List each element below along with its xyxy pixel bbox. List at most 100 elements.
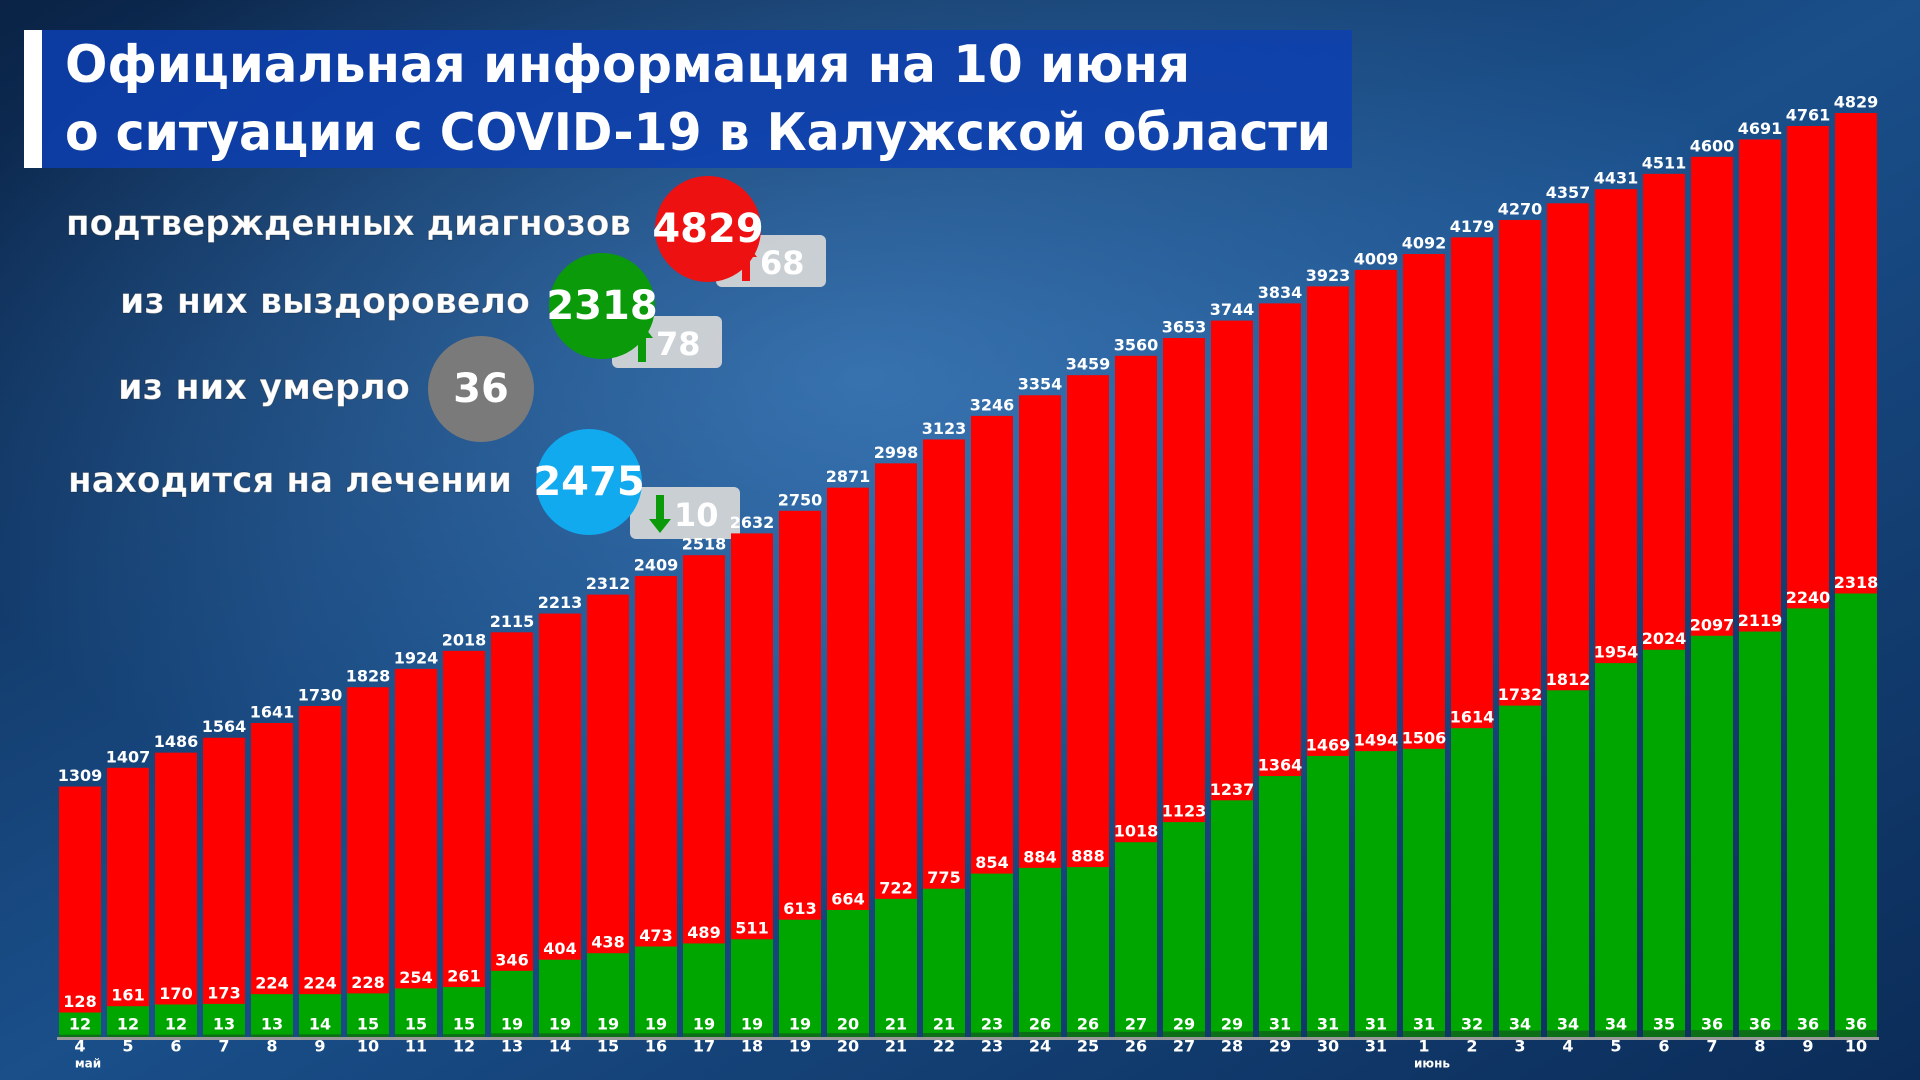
bar xyxy=(779,1033,821,1037)
bar xyxy=(347,687,389,1037)
x-tick-label: 6 xyxy=(170,1037,181,1056)
bar xyxy=(875,898,917,1037)
x-tick-label: 10 xyxy=(1845,1037,1867,1056)
x-tick-label: 14 xyxy=(549,1037,571,1056)
value-label: 1494 xyxy=(1354,731,1399,750)
value-label: 2318 xyxy=(1834,573,1879,592)
x-tick-label: 16 xyxy=(645,1037,667,1056)
bar xyxy=(731,939,773,1037)
summary-label: находится на лечении xyxy=(68,460,512,501)
bar xyxy=(203,737,245,1037)
bar xyxy=(731,1033,773,1037)
value-label: 1812 xyxy=(1546,670,1591,689)
value-label: 21 xyxy=(933,1015,955,1034)
bar xyxy=(1643,649,1685,1037)
x-tick-label: 1 xyxy=(1418,1037,1429,1056)
value-label: 31 xyxy=(1413,1015,1435,1034)
value-label: 19 xyxy=(693,1015,715,1034)
value-label: 4179 xyxy=(1450,217,1495,236)
x-tick-label: 4 xyxy=(74,1037,85,1056)
value-label: 511 xyxy=(735,919,768,938)
value-label: 4357 xyxy=(1546,183,1591,202)
value-label: 29 xyxy=(1173,1015,1195,1034)
x-tick-label: 8 xyxy=(266,1037,277,1056)
change-value: 78 xyxy=(656,325,701,363)
value-label: 19 xyxy=(741,1015,763,1034)
value-label: 2871 xyxy=(826,467,871,486)
bar xyxy=(155,752,197,1037)
bar xyxy=(1403,748,1445,1037)
bar xyxy=(1403,1031,1445,1037)
value-label: 4829 xyxy=(1834,93,1879,112)
x-tick-label: 9 xyxy=(314,1037,325,1056)
bar xyxy=(251,1034,293,1037)
bar xyxy=(1307,1031,1349,1037)
bar xyxy=(491,632,533,1037)
bar xyxy=(587,953,629,1037)
summary-value: 4829 xyxy=(652,206,763,252)
x-tick-label: 2 xyxy=(1466,1037,1477,1056)
value-label: 31 xyxy=(1269,1015,1291,1034)
bar xyxy=(1451,1030,1493,1037)
value-label: 1486 xyxy=(154,732,199,751)
value-circle xyxy=(655,176,761,282)
value-label: 2409 xyxy=(634,556,679,575)
value-label: 13 xyxy=(213,1015,235,1034)
bar xyxy=(59,786,101,1037)
value-label: 1237 xyxy=(1210,780,1255,799)
value-label: 34 xyxy=(1509,1015,1531,1034)
bar xyxy=(923,888,965,1037)
value-label: 4270 xyxy=(1498,199,1543,218)
month-label: июнь xyxy=(1414,1057,1450,1071)
value-label: 2213 xyxy=(538,593,583,612)
bar xyxy=(875,1032,917,1037)
value-label: 2632 xyxy=(730,513,775,532)
bar xyxy=(1643,1030,1685,1037)
bar xyxy=(1115,1031,1157,1037)
value-label: 15 xyxy=(453,1015,475,1034)
bar xyxy=(539,1033,581,1037)
value-label: 36 xyxy=(1797,1015,1819,1034)
value-circle xyxy=(536,429,642,535)
value-label: 489 xyxy=(687,923,720,942)
bar xyxy=(251,723,293,1037)
bar xyxy=(347,993,389,1037)
x-tick-label: 7 xyxy=(218,1037,229,1056)
value-label: 34 xyxy=(1605,1015,1627,1034)
title-accent xyxy=(24,30,42,168)
x-tick-label: 12 xyxy=(453,1037,475,1056)
title-band xyxy=(42,30,1352,168)
bar xyxy=(155,1004,197,1037)
bar xyxy=(443,650,485,1037)
value-label: 32 xyxy=(1461,1015,1483,1034)
bar xyxy=(347,1034,389,1037)
bar xyxy=(59,1012,101,1037)
value-label: 1309 xyxy=(58,766,103,785)
bar xyxy=(1691,635,1733,1037)
bar xyxy=(1739,1030,1781,1037)
value-label: 12 xyxy=(69,1015,91,1034)
x-tick-label: 8 xyxy=(1754,1037,1765,1056)
bar xyxy=(1355,751,1397,1037)
bar xyxy=(539,959,581,1037)
value-label: 3834 xyxy=(1258,283,1303,302)
value-label: 31 xyxy=(1365,1015,1387,1034)
x-tick-label: 5 xyxy=(1610,1037,1621,1056)
value-label: 1407 xyxy=(106,747,151,766)
value-label: 31 xyxy=(1317,1015,1339,1034)
bar xyxy=(1595,1030,1637,1037)
value-label: 3246 xyxy=(970,395,1015,414)
bar xyxy=(683,943,725,1037)
bar xyxy=(251,994,293,1037)
bar xyxy=(587,1033,629,1037)
bar xyxy=(299,994,341,1037)
value-label: 19 xyxy=(549,1015,571,1034)
bar xyxy=(1259,776,1301,1037)
bar xyxy=(971,1032,1013,1037)
value-label: 4092 xyxy=(1402,234,1447,253)
change-arrow xyxy=(649,495,671,533)
value-label: 1614 xyxy=(1450,708,1495,727)
x-tick-label: 22 xyxy=(933,1037,955,1056)
bar xyxy=(1835,1030,1877,1037)
